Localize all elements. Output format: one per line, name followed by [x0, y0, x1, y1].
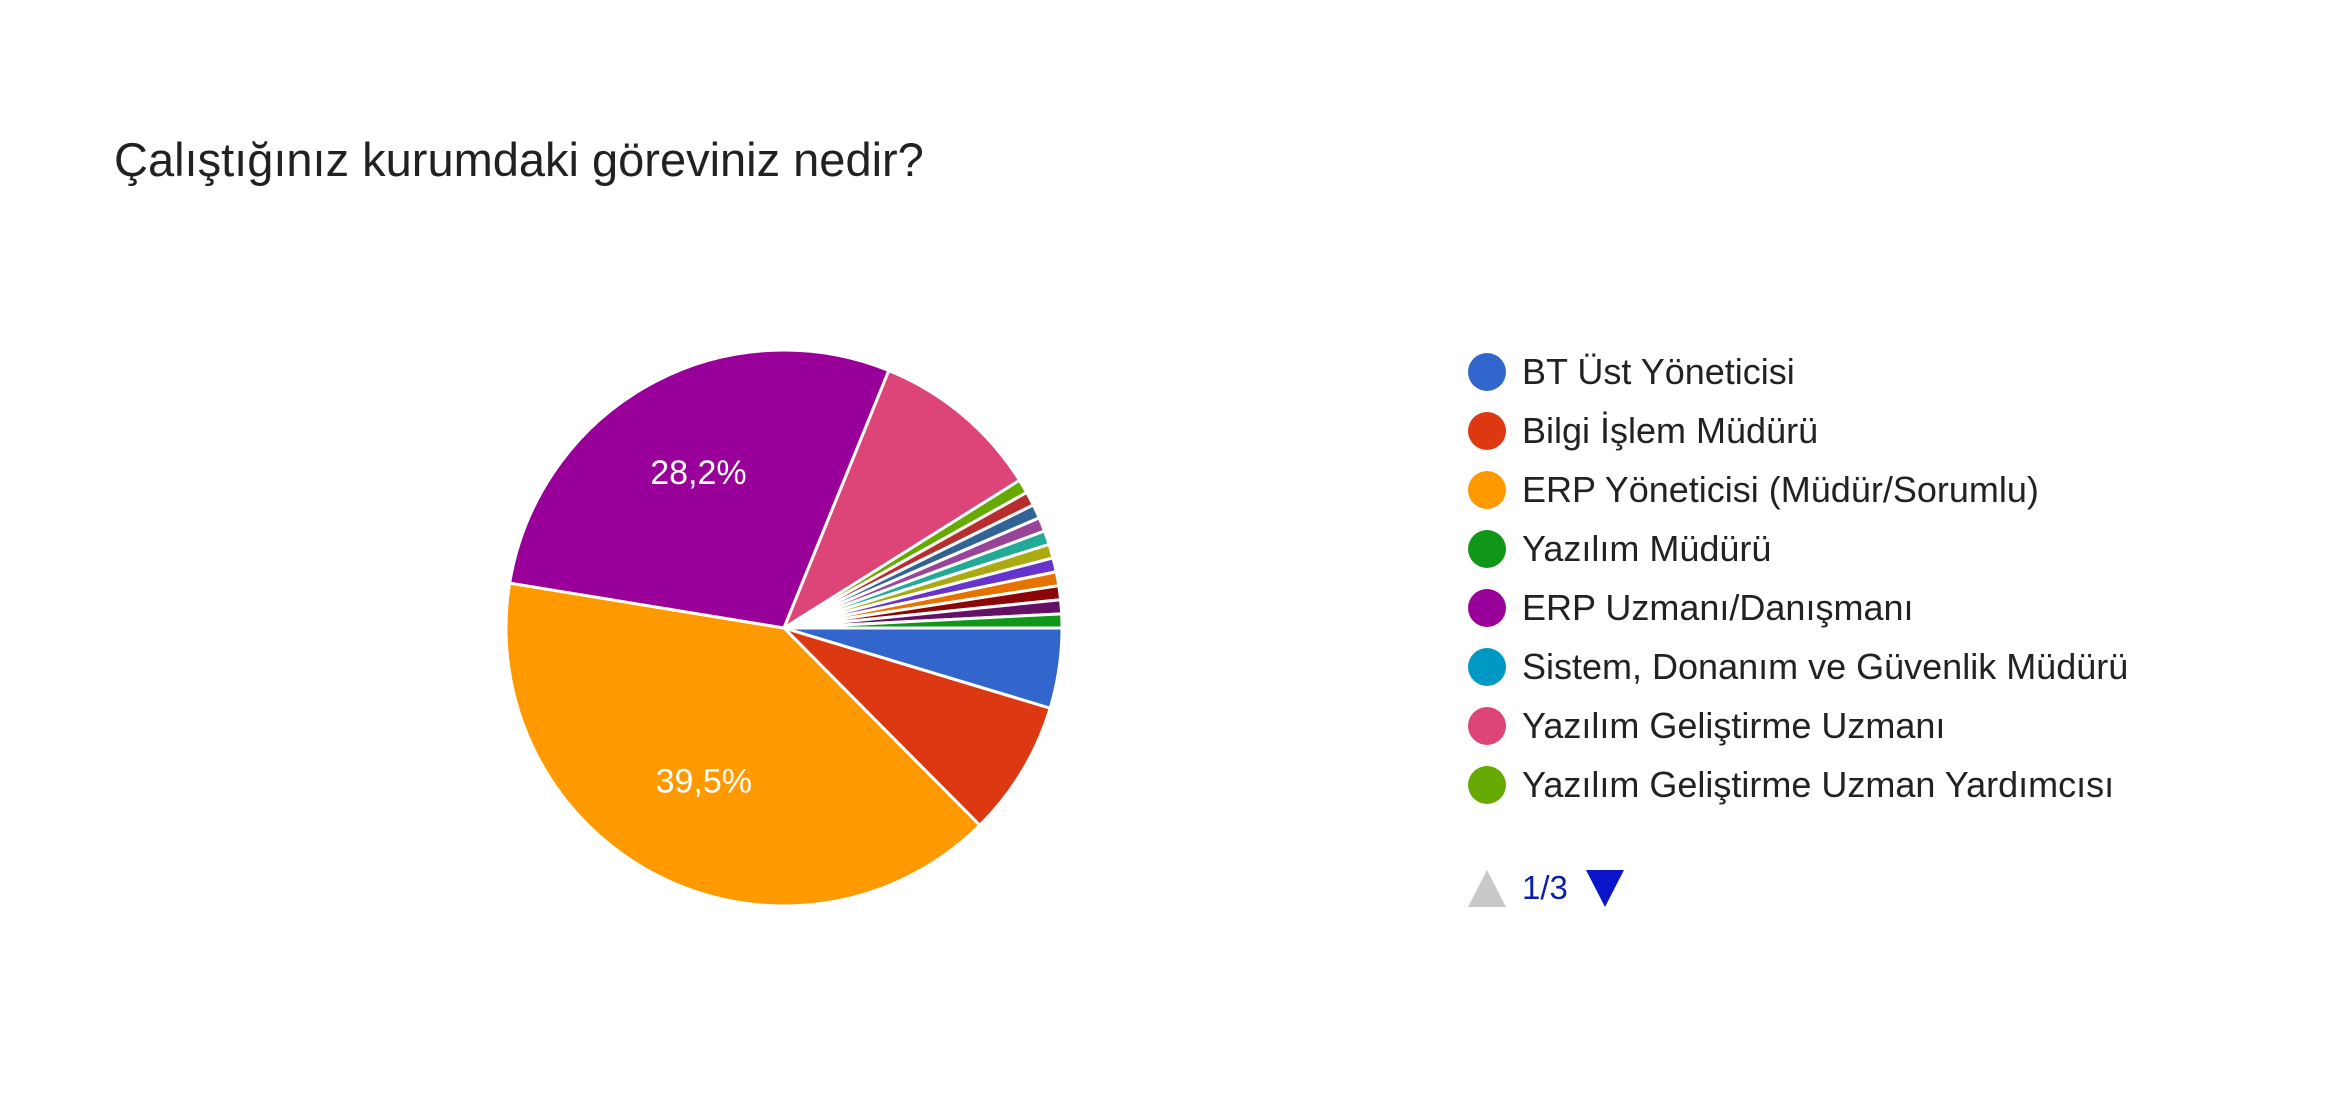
legend-pager: 1/3	[1468, 866, 1624, 910]
legend-marker-icon	[1468, 647, 1506, 686]
legend-label: Yazılım Müdürü	[1522, 527, 1772, 569]
legend-label: Yazılım Geliştirme Uzmanı	[1522, 704, 1946, 746]
legend-item[interactable]: Yazılım Geliştirme Uzman Yardımcısı	[1468, 755, 2128, 814]
legend-marker-icon	[1468, 411, 1506, 450]
legend-marker-icon	[1468, 765, 1506, 804]
legend-label: ERP Uzmanı/Danışmanı	[1522, 586, 1914, 628]
legend-label: Yazılım Geliştirme Uzman Yardımcısı	[1522, 763, 2115, 805]
page-down-icon[interactable]	[1585, 869, 1624, 907]
legend-marker-icon	[1468, 588, 1506, 627]
pie-slice[interactable]	[782, 612, 1064, 630]
pie-slice[interactable]	[782, 626, 1052, 827]
legend-item[interactable]: Yazılım Geliştirme Uzmanı	[1468, 696, 2128, 755]
legend-item[interactable]: ERP Uzmanı/Danışmanı	[1468, 578, 2128, 637]
pie-slice[interactable]	[782, 369, 1022, 630]
legend-marker-icon	[1468, 470, 1506, 509]
legend-item[interactable]: Bilgi İşlem Müdürü	[1468, 401, 2128, 460]
legend-label: ERP Yöneticisi (Müdür/Sorumlu)	[1522, 468, 2039, 510]
legend-marker-icon	[1468, 706, 1506, 745]
legend-label: Bilgi İşlem Müdürü	[1522, 409, 1819, 451]
page-up-icon[interactable]	[1468, 869, 1506, 907]
legend-item[interactable]: BT Üst Yöneticisi	[1468, 342, 2128, 401]
legend-item[interactable]: Yazılım Müdürü	[1468, 519, 2128, 578]
legend-label: Sistem, Donanım ve Güvenlik Müdürü	[1522, 645, 2129, 687]
legend-marker-icon	[1468, 529, 1506, 568]
pie-slice[interactable]	[508, 348, 891, 630]
pie-slice[interactable]	[504, 581, 982, 908]
chart-title: Çalıştığınız kurumdaki göreviniz nedir?	[114, 133, 924, 186]
slice-data-label: 39,5%	[656, 763, 752, 801]
page-indicator: 1/3	[1522, 869, 1568, 906]
legend-marker-icon	[1468, 352, 1506, 391]
legend-label: BT Üst Yöneticisi	[1522, 350, 1795, 392]
legend: BT Üst Yöneticisi Bilgi İşlem Müdürü ERP Y…	[1468, 342, 2128, 814]
slice-data-label: 28,2%	[650, 454, 746, 492]
legend-item[interactable]: Sistem, Donanım ve Güvenlik Müdürü	[1468, 637, 2128, 696]
legend-item[interactable]: ERP Yöneticisi (Müdür/Sorumlu)	[1468, 460, 2128, 519]
